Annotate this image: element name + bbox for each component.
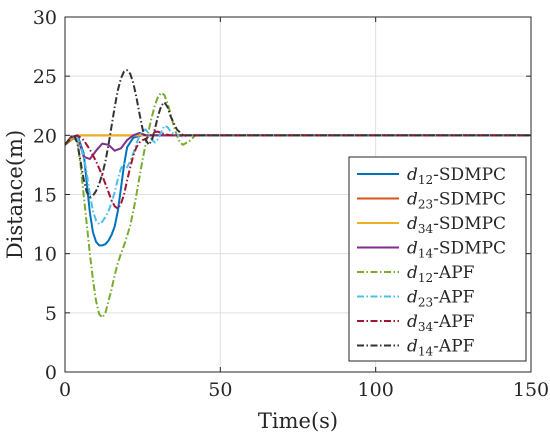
y-axis-label: Distance(m) [3, 130, 27, 259]
legend-entry: d34-APF [407, 312, 475, 334]
legend-entry: d23-SDMPC [407, 190, 506, 212]
legend-entry: d12-APF [407, 263, 475, 285]
y-tick-label: 20 [33, 125, 57, 147]
series-line-d34-APF [65, 130, 531, 210]
legend-entry: d34-SDMPC [407, 214, 506, 236]
y-tick-label: 10 [33, 244, 57, 266]
legend-box [348, 156, 527, 362]
x-tick-label: 0 [59, 379, 71, 401]
legend-entry: d14-APF [407, 337, 475, 359]
y-tick-label: 5 [45, 303, 57, 325]
y-tick-label: 25 [33, 66, 57, 88]
legend-entry: d14-SDMPC [407, 239, 506, 261]
axis-ticks: 0 50 100 150 0 5 10 15 20 25 30 [33, 7, 549, 401]
x-tick-label: 150 [513, 379, 549, 401]
series-line-d14-APF [65, 69, 531, 198]
legend-entry: d12-SDMPC [407, 165, 506, 187]
y-tick-label: 0 [45, 362, 57, 384]
x-axis-label: Time(s) [258, 409, 338, 433]
y-tick-label: 30 [33, 7, 57, 29]
series-line-d23-APF [65, 124, 531, 226]
series-line-d12-APF [65, 91, 531, 319]
y-tick-label: 15 [33, 185, 57, 207]
x-tick-label: 50 [208, 379, 232, 401]
plot-series [65, 69, 531, 319]
legend-entry: d23-APF [407, 288, 475, 310]
x-tick-label: 100 [358, 379, 394, 401]
series-line-d12-SDMPC [65, 134, 531, 247]
